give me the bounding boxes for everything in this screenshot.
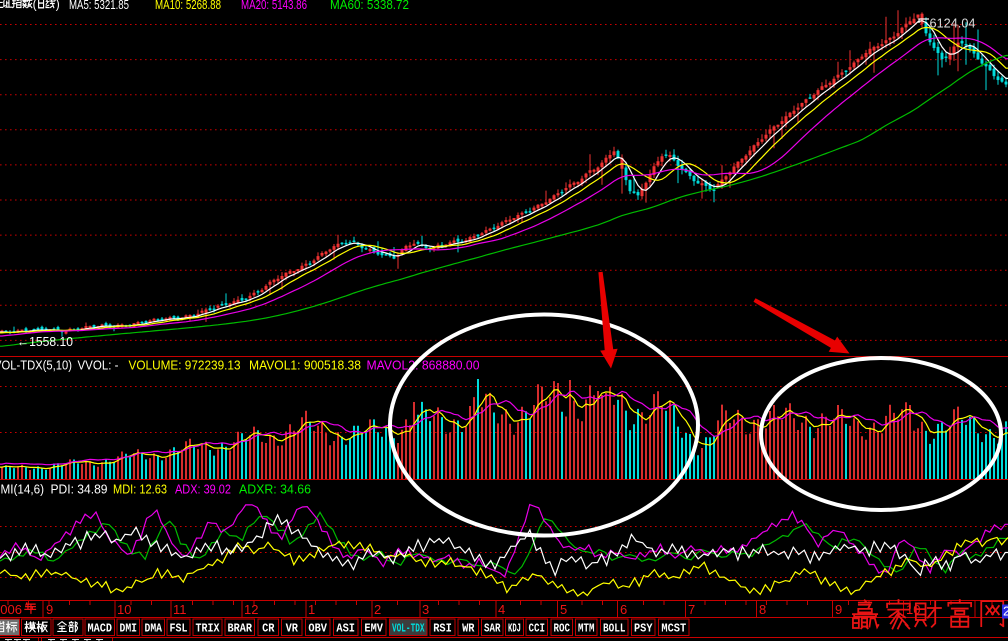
svg-text:6: 6 <box>620 602 627 617</box>
svg-text:MAVOL2: 868880.00: MAVOL2: 868880.00 <box>367 358 480 373</box>
svg-text:VVOL: -: VVOL: - <box>78 358 119 373</box>
svg-text:4: 4 <box>498 602 505 617</box>
svg-text:VOLUME: 972239.13: VOLUME: 972239.13 <box>129 358 241 373</box>
svg-text:VR: VR <box>286 623 298 636</box>
svg-text:2006: 2006 <box>0 602 22 617</box>
svg-text:EMV: EMV <box>364 623 383 636</box>
svg-text:OBV: OBV <box>308 623 327 636</box>
svg-text:3: 3 <box>422 602 429 617</box>
svg-text:6124.04: 6124.04 <box>930 16 976 31</box>
svg-text:VOL-TDX(5,10): VOL-TDX(5,10) <box>0 358 72 373</box>
svg-text:(: ( <box>33 0 38 12</box>
svg-text:2: 2 <box>374 602 381 617</box>
svg-text:FSL: FSL <box>170 623 188 636</box>
svg-text:ASI: ASI <box>336 623 355 636</box>
svg-text:CCI: CCI <box>529 623 546 636</box>
svg-text:ROC: ROC <box>554 623 571 636</box>
svg-text:7: 7 <box>688 602 695 617</box>
svg-text:1: 1 <box>308 602 315 617</box>
svg-text:ADXR: 34.66: ADXR: 34.66 <box>239 482 311 497</box>
svg-text:8: 8 <box>759 602 766 617</box>
svg-text:DMA: DMA <box>145 623 163 636</box>
svg-text:MA5: 5321.85: MA5: 5321.85 <box>69 0 129 12</box>
svg-text:TRIX: TRIX <box>196 623 220 636</box>
svg-text:9: 9 <box>46 602 53 617</box>
svg-text:WR: WR <box>462 623 474 636</box>
svg-text:RSI: RSI <box>433 623 452 636</box>
svg-text:CR: CR <box>262 623 274 636</box>
svg-text:DMI(14,6): DMI(14,6) <box>0 482 44 497</box>
svg-text:BOLL: BOLL <box>603 623 626 636</box>
svg-text:MACD: MACD <box>88 623 113 636</box>
svg-text:PDI: 34.89: PDI: 34.89 <box>51 482 108 497</box>
svg-text:PSY: PSY <box>634 623 653 636</box>
svg-text:MA10: 5268.88: MA10: 5268.88 <box>155 0 221 12</box>
svg-text:MDI: 12.63: MDI: 12.63 <box>113 482 167 497</box>
svg-text:DMI: DMI <box>120 623 138 636</box>
svg-text:BRAR: BRAR <box>228 623 253 636</box>
svg-text:9: 9 <box>835 602 842 617</box>
svg-text:12: 12 <box>244 602 258 617</box>
svg-text:←1558.10: ←1558.10 <box>17 334 73 349</box>
svg-text:MTM: MTM <box>578 623 595 636</box>
svg-text:): ) <box>56 0 60 12</box>
svg-text:SAR: SAR <box>484 623 501 636</box>
svg-text:2: 2 <box>1003 604 1008 619</box>
svg-text:10: 10 <box>117 602 131 617</box>
svg-text:11: 11 <box>173 602 187 617</box>
svg-text:KDJ: KDJ <box>508 623 521 636</box>
svg-text:VOL-TDX: VOL-TDX <box>392 623 425 636</box>
svg-text:MCST: MCST <box>661 623 686 636</box>
svg-text:MAVOL1: 900518.38: MAVOL1: 900518.38 <box>249 358 361 373</box>
svg-text:ADX: 39.02: ADX: 39.02 <box>175 482 231 497</box>
svg-text:MA60: 5338.72: MA60: 5338.72 <box>330 0 409 12</box>
svg-text:5: 5 <box>560 602 567 617</box>
svg-text:MA20: 5143.86: MA20: 5143.86 <box>241 0 307 12</box>
